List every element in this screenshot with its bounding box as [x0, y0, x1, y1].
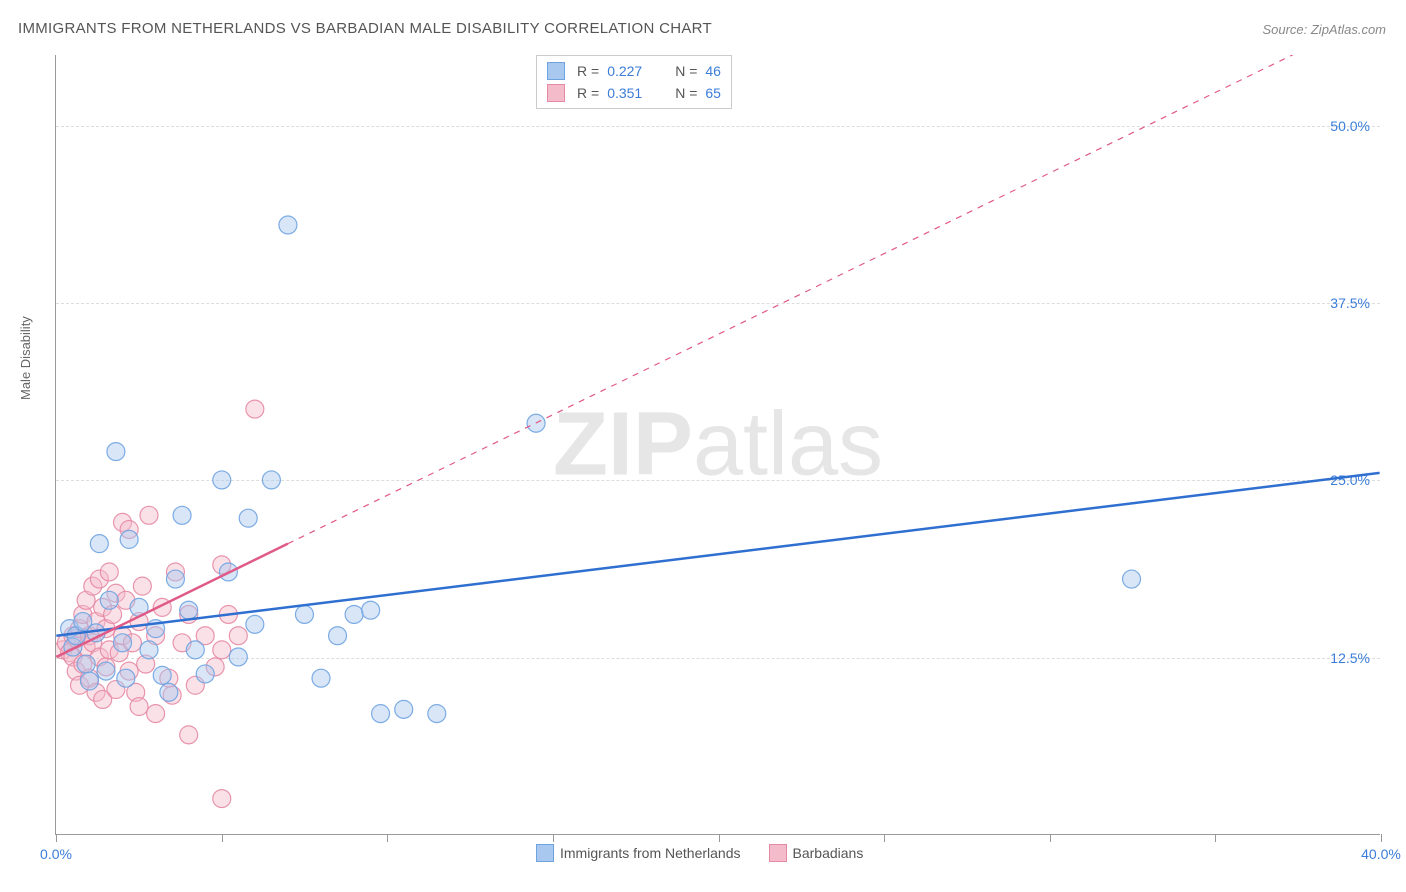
scatter-point	[130, 698, 148, 716]
x-tick-label: 40.0%	[1361, 846, 1401, 862]
scatter-point	[100, 591, 118, 609]
scatter-point	[395, 700, 413, 718]
tick-x	[1050, 834, 1051, 842]
scatter-point	[196, 665, 214, 683]
n-value-series1: 46	[705, 63, 721, 79]
scatter-point	[153, 666, 171, 684]
scatter-point	[279, 216, 297, 234]
scatter-svg	[56, 55, 1380, 834]
scatter-point	[90, 535, 108, 553]
n-value-series2: 65	[705, 85, 721, 101]
scatter-point	[133, 577, 151, 595]
scatter-point	[246, 615, 264, 633]
legend-series: Immigrants from Netherlands Barbadians	[536, 844, 881, 862]
scatter-point	[213, 790, 231, 808]
scatter-point	[362, 601, 380, 619]
scatter-point	[107, 443, 125, 461]
legend-row-series1: R = 0.227 N = 46	[547, 60, 721, 82]
tick-x	[56, 834, 57, 842]
legend-swatch-series1-bottom	[536, 844, 554, 862]
legend-label-series2: Barbadians	[793, 845, 864, 861]
scatter-point	[239, 509, 257, 527]
legend-swatch-series2	[547, 84, 565, 102]
scatter-point	[262, 471, 280, 489]
r-value-series1: 0.227	[607, 63, 657, 79]
scatter-point	[147, 705, 165, 723]
scatter-point	[428, 705, 446, 723]
scatter-point	[180, 726, 198, 744]
legend-item-series1: Immigrants from Netherlands	[536, 844, 741, 862]
chart-title: IMMIGRANTS FROM NETHERLANDS VS BARBADIAN…	[18, 20, 712, 37]
scatter-point	[166, 570, 184, 588]
scatter-point	[186, 641, 204, 659]
legend-swatch-series2-bottom	[769, 844, 787, 862]
legend-row-series2: R = 0.351 N = 65	[547, 82, 721, 104]
legend-label-series1: Immigrants from Netherlands	[560, 845, 741, 861]
trend-line	[56, 473, 1379, 636]
scatter-point	[140, 506, 158, 524]
legend-item-series2: Barbadians	[769, 844, 864, 862]
scatter-point	[114, 634, 132, 652]
scatter-point	[295, 605, 313, 623]
plot-area: ZIPatlas 12.5%25.0%37.5%50.0% 0.0%40.0% …	[55, 55, 1380, 835]
scatter-point	[213, 641, 231, 659]
scatter-point	[140, 641, 158, 659]
scatter-point	[173, 506, 191, 524]
tick-x	[553, 834, 554, 842]
tick-x	[387, 834, 388, 842]
scatter-point	[345, 605, 363, 623]
trend-line	[288, 55, 1380, 544]
scatter-point	[87, 624, 105, 642]
scatter-point	[213, 471, 231, 489]
r-label: R =	[577, 63, 599, 79]
scatter-point	[1123, 570, 1141, 588]
n-label: N =	[675, 85, 697, 101]
scatter-point	[246, 400, 264, 418]
scatter-point	[97, 662, 115, 680]
r-label: R =	[577, 85, 599, 101]
tick-x	[884, 834, 885, 842]
x-tick-label: 0.0%	[40, 846, 72, 862]
legend-stats: R = 0.227 N = 46 R = 0.351 N = 65	[536, 55, 732, 109]
scatter-point	[312, 669, 330, 687]
tick-x	[1381, 834, 1382, 842]
scatter-point	[117, 669, 135, 687]
scatter-point	[160, 683, 178, 701]
legend-swatch-series1	[547, 62, 565, 80]
scatter-point	[229, 627, 247, 645]
scatter-point	[372, 705, 390, 723]
scatter-point	[80, 672, 98, 690]
scatter-point	[77, 655, 95, 673]
scatter-point	[100, 563, 118, 581]
r-value-series2: 0.351	[607, 85, 657, 101]
scatter-point	[180, 601, 198, 619]
scatter-point	[120, 530, 138, 548]
tick-x	[719, 834, 720, 842]
scatter-point	[229, 648, 247, 666]
source-attribution: Source: ZipAtlas.com	[1262, 22, 1386, 37]
tick-x	[1215, 834, 1216, 842]
scatter-point	[329, 627, 347, 645]
y-axis-label: Male Disability	[18, 316, 33, 400]
n-label: N =	[675, 63, 697, 79]
tick-x	[222, 834, 223, 842]
